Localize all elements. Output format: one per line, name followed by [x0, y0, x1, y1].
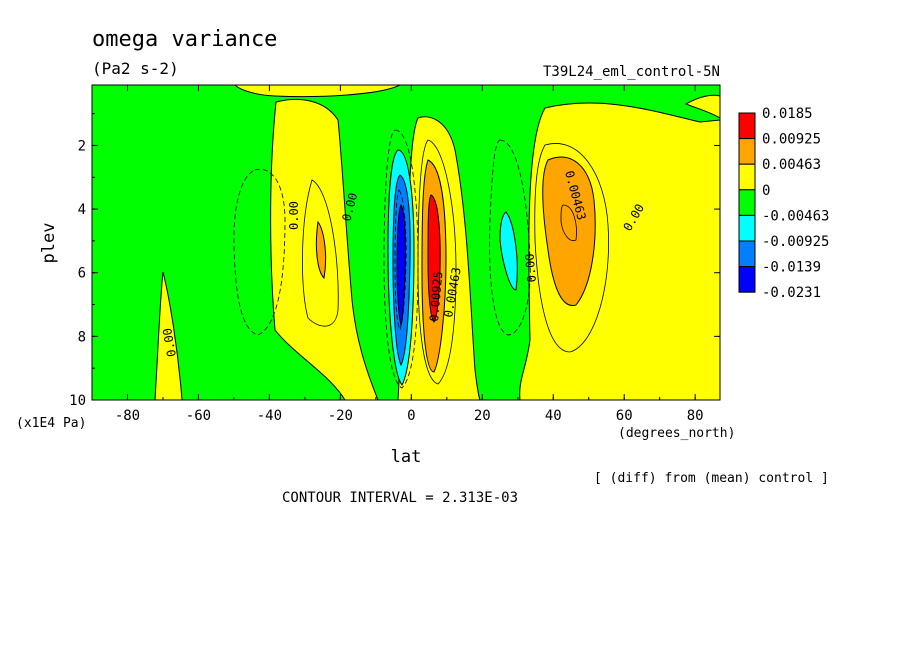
y-axis-units: (x1E4 Pa): [16, 416, 86, 431]
colorbar-label: -0.0231: [762, 285, 821, 301]
colorbar-label: -0.00463: [762, 208, 829, 224]
y-axis-label: plev: [39, 223, 59, 264]
contour-solid-south: [302, 179, 339, 327]
x-tick-label: 0: [407, 408, 415, 424]
x-tick-label: 20: [474, 408, 491, 424]
colorbar-swatch: [738, 240, 756, 268]
x-tick-label: 40: [545, 408, 562, 424]
contour-label: 0.00925: [427, 271, 445, 323]
x-axis: -80 -60 -40 -20 0 20 40 60 80: [91, 85, 704, 424]
colorbar-label: -0.0139: [762, 260, 821, 276]
y-axis: 2 4 6 8 10: [69, 113, 720, 409]
y-tick-label: 6: [78, 266, 86, 282]
colorbar-swatch: [738, 266, 756, 293]
region-yellow-top: [234, 85, 401, 98]
contour-label: 0.00: [523, 253, 539, 283]
colorbar-swatch: [738, 138, 756, 165]
colorbar-label: 0.00463: [762, 157, 821, 173]
contour-solid-north: [534, 143, 609, 353]
chart-title: omega variance: [92, 27, 277, 52]
colorbar-swatch: [738, 214, 756, 242]
contour-solid-north-inner: [560, 204, 577, 242]
x-tick-label: -80: [115, 408, 140, 424]
y-tick-label: 10: [69, 393, 86, 409]
contour-interval: CONTOUR INTERVAL = 2.313E-03: [282, 490, 518, 506]
run-label: T39L24_eml_control-5N: [543, 64, 720, 80]
x-tick-label: -60: [186, 408, 211, 424]
x-tick-label: -20: [328, 408, 353, 424]
colorbar-label: 0: [762, 183, 770, 199]
region-cyan-north: [499, 211, 518, 291]
colorbar-label: 0.00925: [762, 132, 821, 148]
colorbar-label: 0.0185: [762, 106, 813, 122]
region-red-core: [427, 194, 441, 323]
colorbar: 0.0185 0.00925 0.00463 0 -0.00463 -0.00925 -0.…: [738, 106, 829, 301]
region-orange-north: [542, 156, 596, 306]
x-axis-units: (degrees_north): [618, 426, 735, 441]
plot-frame: [91, 84, 721, 401]
contour-label: 0.00: [287, 201, 301, 230]
y-tick-label: 8: [78, 329, 86, 345]
colorbar-swatch: [738, 189, 756, 216]
contour-dashed-center: [383, 129, 419, 389]
x-tick-label: 80: [687, 408, 704, 424]
contour-dashed-north: [489, 139, 531, 336]
region-yellow-topright: [684, 94, 720, 119]
y-tick-label: 2: [78, 138, 86, 154]
region-orange-south: [315, 220, 327, 280]
plot-area: [92, 85, 720, 400]
contour-label: 0.00: [160, 327, 179, 358]
note-label: [ (diff) from (mean) control ]: [594, 471, 829, 486]
colorbar-label: -0.00925: [762, 234, 829, 250]
y-tick-label: 4: [78, 202, 86, 218]
contour-solid-center: [417, 139, 457, 385]
region-yellow-southpole: [154, 271, 183, 400]
colorbar-swatch: [738, 163, 756, 191]
x-tick-label: -40: [257, 408, 282, 424]
x-tick-label: 60: [616, 408, 633, 424]
x-axis-label: lat: [391, 447, 422, 467]
contour-dashed-south: [233, 168, 286, 336]
colorbar-swatch: [738, 112, 756, 140]
units-label: (Pa2 s-2): [92, 59, 179, 78]
